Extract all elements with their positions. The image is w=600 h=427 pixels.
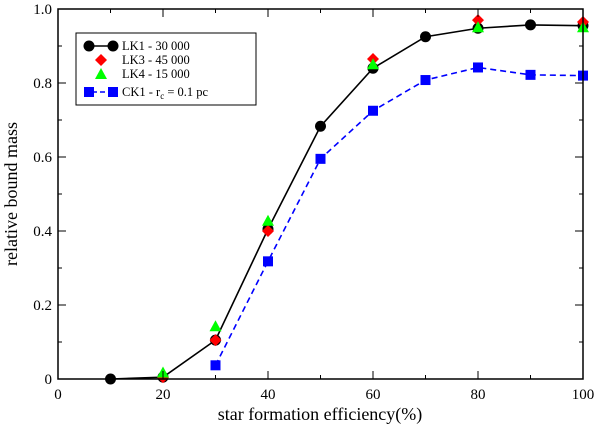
- legend-square-marker: [84, 87, 94, 97]
- data-point: [472, 21, 484, 33]
- y-tick-label: 0.4: [33, 224, 52, 240]
- y-tick-label: 0: [45, 372, 53, 388]
- legend: LK1 - 30 000 LK3 - 45 000 LK4 - 15 000 C…: [75, 32, 257, 106]
- data-point: [210, 360, 221, 371]
- data-point: [368, 105, 378, 116]
- y-tick-label: 0.6: [33, 150, 52, 166]
- legend-label-lk1: LK1 - 30 000: [122, 39, 190, 53]
- legend-diamond-marker: [95, 54, 107, 66]
- legend-item-lk1: LK1 - 30 000: [83, 39, 190, 53]
- data-point: [209, 334, 222, 347]
- legend-box: [75, 32, 257, 106]
- x-tick-label: 100: [572, 387, 595, 403]
- y-tick-label: 0.8: [33, 76, 52, 92]
- data-point: [525, 69, 536, 80]
- legend-label-lk3: LK3 - 45 000: [122, 53, 190, 67]
- data-point: [315, 153, 326, 164]
- x-tick-label: 0: [54, 387, 62, 403]
- data-point: [367, 58, 379, 70]
- legend-circle-marker: [83, 40, 95, 52]
- legend-square-marker: [108, 87, 118, 97]
- legend-item-ck1: CK1 - rc = 0.1 pc: [84, 85, 209, 101]
- series-line: [110, 24, 584, 380]
- legend-circle-marker: [107, 40, 119, 52]
- data-point: [209, 320, 222, 332]
- series-2: [157, 21, 589, 378]
- legend-item-lk3: LK3 - 45 000: [95, 53, 190, 67]
- legend-label-lk4: LK4 - 15 000: [122, 67, 190, 81]
- legend-label-ck1: CK1 - rc = 0.1 pc: [122, 85, 209, 101]
- data-point: [420, 31, 431, 43]
- data-point: [263, 256, 273, 267]
- x-tick-label: 40: [261, 387, 276, 403]
- x-tick-label: 60: [366, 387, 381, 403]
- legend-triangle-marker: [95, 68, 107, 79]
- data-point: [420, 75, 431, 86]
- x-axis-label: star formation efficiency(%): [218, 404, 423, 425]
- y-axis-label: relative bound mass: [1, 122, 21, 266]
- data-point: [525, 19, 536, 31]
- data-point: [262, 214, 274, 226]
- data-point: [315, 120, 326, 132]
- data-point: [472, 14, 484, 27]
- x-tick-label: 20: [156, 387, 171, 403]
- y-tick-label: 1.0: [33, 2, 52, 18]
- y-tick-label: 0.2: [33, 298, 52, 314]
- data-point: [473, 62, 483, 73]
- legend-item-lk4: LK4 - 15 000: [95, 67, 190, 81]
- data-point: [262, 225, 274, 237]
- x-tick-label: 80: [471, 387, 486, 403]
- series-line: [214, 66, 584, 366]
